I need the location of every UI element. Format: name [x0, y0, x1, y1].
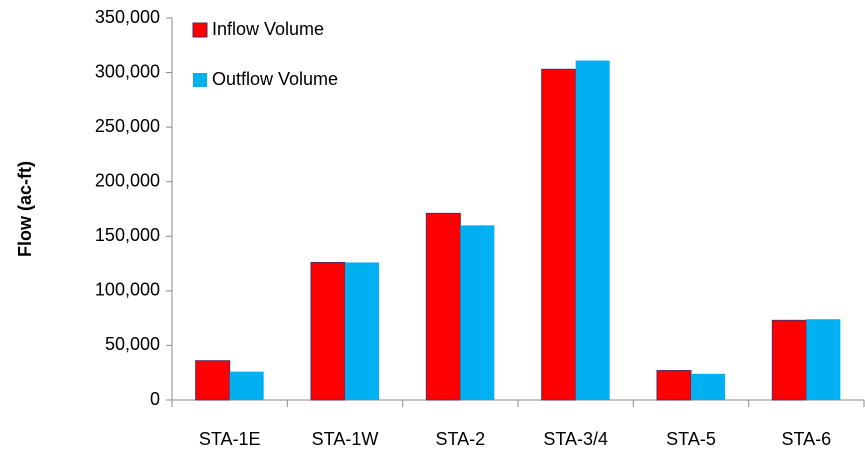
- bar: [229, 371, 264, 400]
- bar: [575, 60, 610, 401]
- bar: [541, 68, 577, 401]
- x-tick-label: STA-1E: [199, 429, 261, 449]
- y-tick-label: 100,000: [95, 280, 160, 300]
- bar: [310, 261, 346, 401]
- y-axis-label: Flow (ac-ft): [15, 161, 35, 257]
- x-tick-label: STA-6: [781, 429, 831, 449]
- y-tick-label: 0: [150, 389, 160, 409]
- x-tick-label: STA-3/4: [543, 429, 608, 449]
- bar: [425, 212, 461, 401]
- bar: [806, 319, 841, 400]
- bar: [771, 319, 807, 401]
- bar: [460, 225, 495, 400]
- x-tick-label: STA-5: [666, 429, 716, 449]
- legend-label: Inflow Volume: [212, 19, 324, 39]
- legend-label: Outflow Volume: [212, 69, 338, 89]
- y-tick-label: 50,000: [105, 334, 160, 354]
- y-tick-label: 350,000: [95, 7, 160, 27]
- bar: [195, 360, 231, 401]
- y-tick-label: 250,000: [95, 116, 160, 136]
- bar: [691, 373, 725, 400]
- y-tick-label: 150,000: [95, 225, 160, 245]
- legend-swatch: [193, 73, 207, 87]
- x-tick-label: STA-1W: [312, 429, 379, 449]
- x-tick-label: STA-2: [435, 429, 485, 449]
- y-tick-label: 200,000: [95, 170, 160, 190]
- bar: [656, 370, 692, 401]
- y-tick-label: 300,000: [95, 61, 160, 81]
- legend-swatch: [192, 22, 208, 38]
- bar: [345, 262, 379, 400]
